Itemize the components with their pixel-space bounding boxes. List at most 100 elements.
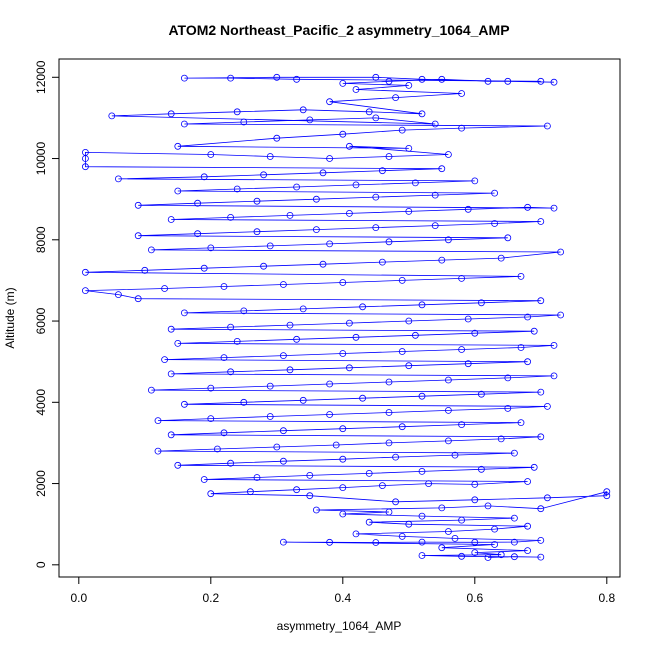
data-point	[174, 339, 182, 347]
data-point	[339, 484, 347, 492]
data-point	[345, 364, 353, 372]
data-point	[147, 246, 155, 254]
data-point	[458, 90, 466, 97]
data-point	[484, 554, 492, 561]
data-point	[372, 539, 380, 546]
data-point	[418, 467, 426, 475]
data-point	[477, 299, 485, 307]
data-point	[471, 480, 479, 488]
data-point	[444, 406, 452, 414]
data-point	[438, 75, 446, 83]
data-point	[233, 108, 241, 116]
data-point	[293, 75, 301, 83]
data-point	[444, 376, 452, 384]
data-point	[484, 502, 492, 510]
x-tick-label: 0.0	[70, 591, 87, 605]
data-point	[207, 490, 215, 498]
data-point	[332, 441, 340, 449]
data-point	[491, 220, 499, 227]
data-point	[398, 533, 406, 540]
data-point	[477, 390, 485, 398]
data-point	[174, 142, 182, 150]
data-point	[544, 122, 551, 130]
data-point	[405, 317, 413, 325]
data-point	[253, 228, 261, 236]
data-point	[326, 240, 334, 248]
data-point	[134, 201, 142, 209]
data-point	[299, 106, 307, 114]
data-point	[207, 244, 215, 252]
data-point	[372, 73, 380, 81]
data-point	[504, 77, 512, 85]
data-point	[537, 537, 545, 544]
data-point	[260, 262, 268, 270]
data-point	[517, 344, 525, 351]
data-point	[339, 455, 347, 463]
data-point	[385, 439, 393, 447]
data-point	[233, 185, 241, 193]
data-point	[286, 211, 294, 219]
data-point	[299, 305, 307, 313]
x-tick-label: 0.8	[598, 591, 615, 605]
data-point	[385, 409, 393, 416]
data-point	[504, 374, 512, 382]
data-point	[451, 451, 459, 459]
data-point	[431, 120, 439, 128]
data-point	[167, 216, 175, 223]
x-axis-label: asymmetry_1064_AMP	[277, 619, 402, 633]
data-point	[418, 75, 426, 83]
data-point	[537, 77, 545, 85]
data-point	[530, 463, 538, 471]
data-point	[444, 236, 452, 244]
data-point	[220, 429, 228, 437]
data-point	[511, 449, 518, 457]
data-point	[312, 506, 320, 514]
data-point	[306, 116, 314, 124]
data-point	[82, 287, 89, 295]
data-point	[537, 218, 545, 225]
data-point	[352, 333, 360, 341]
data-point	[385, 153, 393, 160]
data-point	[253, 474, 261, 481]
data-point	[82, 148, 89, 156]
data-point	[398, 126, 406, 134]
data-point	[517, 272, 525, 280]
x-tick-label: 0.6	[466, 591, 483, 605]
data-point	[167, 325, 175, 333]
data-point	[108, 112, 116, 120]
data-point	[524, 313, 531, 321]
data-point	[365, 518, 373, 526]
data-point	[326, 98, 334, 106]
data-point	[233, 337, 241, 345]
data-point	[293, 183, 301, 191]
data-point	[339, 425, 347, 433]
data-point	[286, 366, 294, 374]
data-point	[425, 480, 433, 488]
data-point	[253, 197, 261, 205]
data-point	[266, 153, 274, 160]
data-point	[517, 419, 525, 427]
data-point	[339, 279, 347, 286]
data-point	[544, 494, 551, 502]
data-point	[444, 151, 452, 158]
data-point	[458, 552, 466, 560]
data-point	[293, 335, 301, 343]
data-point	[511, 553, 518, 561]
data-point	[299, 396, 307, 404]
data-point	[240, 307, 248, 315]
data-point	[326, 155, 334, 162]
data-point	[339, 510, 347, 518]
data-point	[524, 522, 531, 530]
data-point	[392, 453, 400, 461]
data-point	[458, 274, 466, 282]
data-point	[405, 207, 413, 215]
data-point	[477, 465, 485, 473]
data-point	[497, 435, 505, 443]
data-point	[504, 234, 512, 242]
data-point	[266, 242, 274, 250]
y-tick-label: 0	[34, 561, 48, 568]
data-point	[550, 78, 558, 86]
